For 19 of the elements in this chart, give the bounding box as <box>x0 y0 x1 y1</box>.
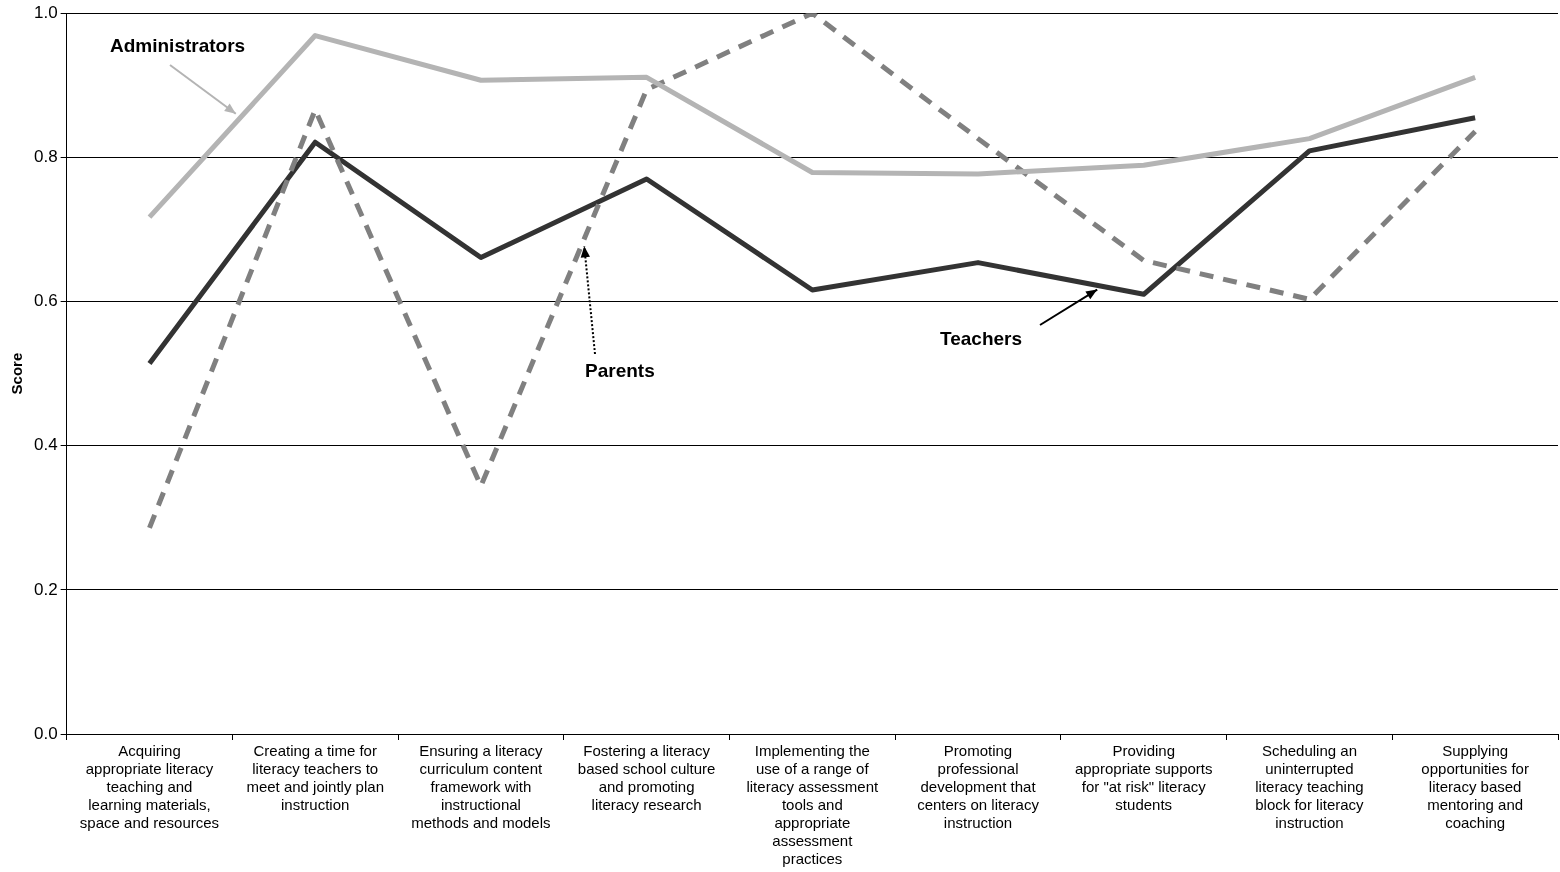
x-tick-label: Supplying opportunities for literacy based mentoring and coaching <box>1421 742 1529 832</box>
y-tick-label: 0.6 <box>33 291 58 311</box>
x-tick-label: Implementing the use of a range of literacy assessment tools and appropriate assessment practices <box>746 742 879 868</box>
x-tick-label: Creating a time for literacy teachers to meet and jointly plan instruction <box>246 742 384 814</box>
x-tick-label: Acquiring appropriate literacy teaching and learning materials, space and resources <box>79 742 220 832</box>
x-tick-label: Fostering a literacy based school culture and promoting literacy research <box>577 742 716 814</box>
x-tick-label: Ensuring a literacy curriculum content framework with instructional methods and models <box>411 742 551 832</box>
y-tick-label: 0.0 <box>33 723 58 743</box>
x-tick-label: Promoting professional development that centers on literacy instruction <box>917 742 1040 832</box>
text: Parents <box>585 360 655 382</box>
series-label: Administrators <box>110 35 246 57</box>
text: Teachers <box>940 328 1023 350</box>
y-tick-label: 1.0 <box>33 2 58 22</box>
y-axis-title: Score <box>8 352 26 395</box>
x-tick-label: Providing appropriate supports for "at risk" literacy students <box>1074 742 1213 814</box>
y-tick-label: 0.2 <box>33 579 58 599</box>
x-tick-label: Scheduling an uninterrupted literacy teaching block for literacy instruction <box>1255 742 1365 832</box>
y-tick-label: 0.4 <box>33 435 58 455</box>
y-tick-label: 0.8 <box>33 147 58 167</box>
